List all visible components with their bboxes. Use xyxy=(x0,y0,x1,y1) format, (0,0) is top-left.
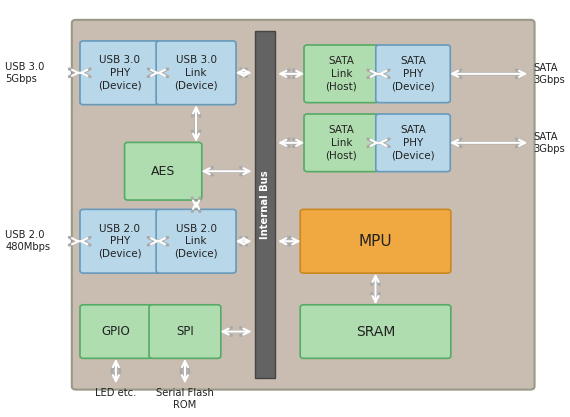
FancyBboxPatch shape xyxy=(72,20,535,389)
Text: USB 3.0
PHY
(Device): USB 3.0 PHY (Device) xyxy=(98,55,142,90)
FancyBboxPatch shape xyxy=(376,114,450,172)
Text: LED etc.: LED etc. xyxy=(95,388,137,398)
FancyBboxPatch shape xyxy=(156,209,236,273)
Text: Serial Flash
ROM: Serial Flash ROM xyxy=(156,388,214,410)
Text: SATA
PHY
(Device): SATA PHY (Device) xyxy=(391,126,435,160)
FancyBboxPatch shape xyxy=(300,305,451,358)
Text: USB 2.0
480Mbps: USB 2.0 480Mbps xyxy=(6,231,51,252)
Text: SATA
PHY
(Device): SATA PHY (Device) xyxy=(391,56,435,91)
FancyBboxPatch shape xyxy=(80,209,160,273)
FancyBboxPatch shape xyxy=(149,305,221,358)
FancyBboxPatch shape xyxy=(304,114,378,172)
FancyBboxPatch shape xyxy=(125,143,202,200)
Text: MPU: MPU xyxy=(359,234,392,249)
Text: SPI: SPI xyxy=(176,325,194,338)
Text: SATA
Link
(Host): SATA Link (Host) xyxy=(325,56,357,91)
Text: GPIO: GPIO xyxy=(101,325,131,338)
Text: SATA
3Gbps: SATA 3Gbps xyxy=(533,132,565,153)
Text: SATA
Link
(Host): SATA Link (Host) xyxy=(325,126,357,160)
Text: USB 2.0
PHY
(Device): USB 2.0 PHY (Device) xyxy=(98,224,142,259)
Text: USB 3.0
5Gbps: USB 3.0 5Gbps xyxy=(6,62,45,83)
Bar xyxy=(255,31,275,378)
Text: Internal Bus: Internal Bus xyxy=(260,171,270,239)
FancyBboxPatch shape xyxy=(300,209,451,273)
Text: SRAM: SRAM xyxy=(356,324,395,339)
FancyBboxPatch shape xyxy=(80,305,152,358)
FancyBboxPatch shape xyxy=(304,45,378,103)
Text: USB 2.0
Link
(Device): USB 2.0 Link (Device) xyxy=(174,224,218,259)
FancyBboxPatch shape xyxy=(376,45,450,103)
Text: SATA
3Gbps: SATA 3Gbps xyxy=(533,63,565,85)
Text: AES: AES xyxy=(151,165,176,178)
Text: USB 3.0
Link
(Device): USB 3.0 Link (Device) xyxy=(174,55,218,90)
FancyBboxPatch shape xyxy=(156,41,236,105)
FancyBboxPatch shape xyxy=(80,41,160,105)
